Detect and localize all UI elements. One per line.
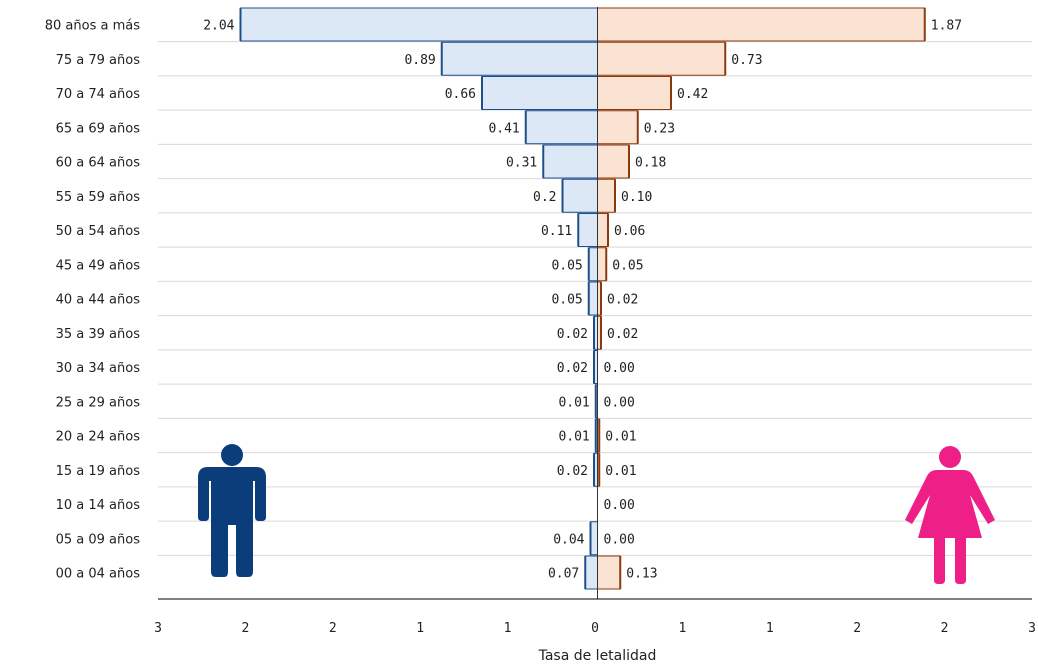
- category-label: 60 a 64 años: [56, 156, 141, 171]
- x-axis-title: Tasa de letalidad: [538, 648, 657, 664]
- bar-male: [588, 247, 598, 282]
- x-tick-label: 3: [1028, 621, 1036, 636]
- category-label: 55 a 59 años: [56, 190, 141, 205]
- value-label-male: 0.02: [557, 361, 588, 376]
- value-label-female: 0.18: [635, 156, 666, 171]
- bar-male: [590, 521, 598, 556]
- x-tick-label: 3: [154, 621, 162, 636]
- value-label-male: 0.07: [548, 567, 579, 582]
- category-label: 80 años a más: [45, 19, 140, 34]
- bar-male: [525, 110, 598, 145]
- x-tick-label: 2: [329, 621, 337, 636]
- value-label-male: 0.66: [445, 87, 476, 102]
- category-label: 15 a 19 años: [56, 464, 141, 479]
- category-label: 00 a 04 años: [56, 567, 141, 582]
- bar-female: [597, 110, 639, 145]
- value-label-female: 0.00: [604, 498, 635, 513]
- bar-female: [597, 7, 926, 42]
- value-label-female: 0.02: [607, 327, 638, 342]
- value-label-male: 0.02: [557, 327, 588, 342]
- labels: 80 años a más 2.04 1.87 75 a 79 años 0.89 0.7…: [45, 19, 962, 582]
- value-label-male: 0.01: [558, 430, 589, 445]
- category-label: 75 a 79 años: [56, 53, 141, 68]
- x-tick-label: 1: [678, 621, 686, 636]
- value-label-female: 0.01: [605, 464, 636, 479]
- x-tick-label: 1: [416, 621, 424, 636]
- value-label-female: 0.00: [604, 395, 635, 410]
- value-label-female: 0.01: [605, 430, 636, 445]
- bar-female: [597, 76, 672, 110]
- bar-male: [542, 144, 598, 179]
- category-label: 65 a 69 años: [56, 121, 141, 136]
- value-label-female: 0.10: [621, 190, 652, 205]
- male-figure-icon: [198, 444, 266, 577]
- x-tick-label: 1: [504, 621, 512, 636]
- bar-female: [597, 555, 621, 590]
- value-label-male: 2.04: [203, 19, 234, 34]
- value-label-male: 0.11: [541, 224, 572, 239]
- bar-male: [562, 178, 598, 213]
- bar-male: [441, 41, 598, 76]
- category-label: 40 a 44 años: [56, 293, 141, 308]
- value-label-female: 1.87: [931, 19, 962, 34]
- x-tick-label: 1: [766, 621, 774, 636]
- category-label: 05 a 09 años: [56, 532, 141, 547]
- value-label-male: 0.05: [551, 258, 582, 273]
- bar-male: [584, 555, 598, 590]
- value-label-male: 0.89: [404, 53, 435, 68]
- x-tick-label: 2: [241, 621, 249, 636]
- value-label-female: 0.42: [677, 87, 708, 102]
- bar-female: [597, 178, 616, 213]
- bar-female: [597, 247, 607, 282]
- bar-female: [597, 41, 726, 76]
- category-label: 45 a 49 años: [56, 258, 141, 273]
- category-label: 20 a 24 años: [56, 430, 141, 445]
- value-label-male: 0.2: [533, 190, 556, 205]
- value-label-male: 0.01: [558, 395, 589, 410]
- x-tick-label: 2: [853, 621, 861, 636]
- category-label: 35 a 39 años: [56, 327, 141, 342]
- value-label-female: 0.13: [626, 567, 657, 582]
- value-label-female: 0.05: [612, 258, 643, 273]
- gridlines: [158, 41, 1032, 556]
- value-label-male: 0.04: [553, 532, 584, 547]
- value-label-female: 0.06: [614, 224, 645, 239]
- value-label-female: 0.00: [604, 532, 635, 547]
- category-label: 30 a 34 años: [56, 361, 141, 376]
- value-label-male: 0.41: [488, 121, 519, 136]
- value-label-female: 0.02: [607, 293, 638, 308]
- bar-male: [577, 213, 598, 247]
- x-tick-label: 2: [941, 621, 949, 636]
- bar-male: [481, 76, 598, 110]
- value-label-male: 0.31: [506, 156, 537, 171]
- value-label-female: 0.23: [644, 121, 675, 136]
- female-figure-icon: [905, 446, 995, 584]
- category-label: 25 a 29 años: [56, 395, 141, 410]
- category-label: 70 a 74 años: [56, 87, 141, 102]
- x-axis: 3 2 2 1 1 0 1 1 2 2 3: [154, 598, 1036, 636]
- category-label: 50 a 54 años: [56, 224, 141, 239]
- value-label-female: 0.00: [604, 361, 635, 376]
- value-label-female: 0.73: [731, 53, 762, 68]
- bar-male: [240, 7, 598, 42]
- category-label: 10 a 14 años: [56, 498, 141, 513]
- bar-female: [597, 144, 630, 179]
- bar-male: [588, 281, 598, 316]
- bars: [239, 7, 926, 599]
- bar-female: [597, 213, 609, 247]
- value-label-male: 0.02: [557, 464, 588, 479]
- value-label-male: 0.05: [551, 293, 582, 308]
- x-tick-label: 0: [591, 621, 599, 636]
